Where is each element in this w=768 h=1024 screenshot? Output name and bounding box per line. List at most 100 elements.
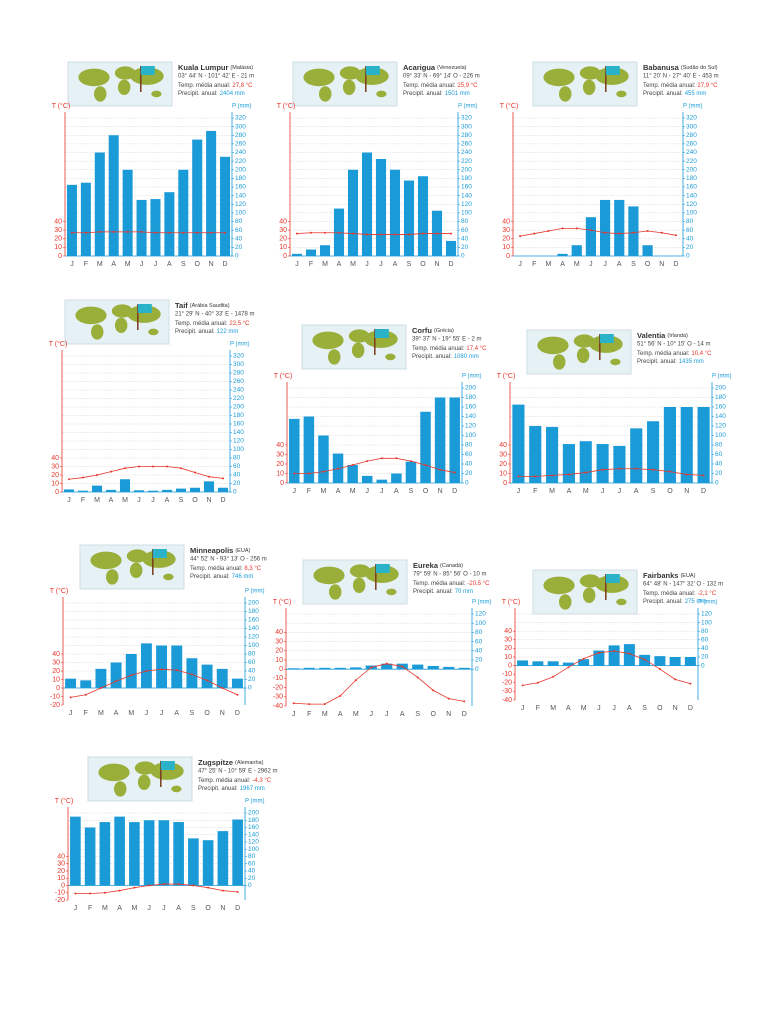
temp-point (99, 687, 102, 689)
y2-tick-label: 20 (235, 244, 243, 251)
temp-value: 8,3 °C (244, 566, 261, 572)
temp-point (110, 470, 112, 473)
y2-tick-label: 0 (248, 882, 252, 889)
precip-value: 1501 mm (445, 91, 470, 97)
x-tick-label: F (307, 711, 311, 718)
y-tick-label: 30 (499, 451, 507, 458)
temp-point (380, 233, 382, 236)
temp-point (409, 460, 412, 463)
temp-label: Temp. média anual: (637, 351, 690, 357)
y-tick-label: 0 (506, 253, 510, 260)
precip-bar (405, 461, 417, 483)
y2-tick-label: 220 (461, 158, 472, 165)
y-axis-label: T (°C) (500, 102, 519, 110)
temp-info: Temp. média anual: 25,9 °C (403, 83, 478, 89)
precip-info: Precipit. anual: 1435 mm (637, 359, 704, 365)
temp-point (674, 678, 677, 681)
temp-point (395, 457, 398, 460)
x-tick-label: O (194, 261, 200, 268)
precip-bar (599, 199, 611, 256)
y2-tick-label: 80 (233, 455, 241, 462)
y2-tick-label: 80 (465, 442, 473, 449)
y2-tick-label: 40 (465, 461, 473, 468)
continent (573, 334, 595, 348)
x-tick-label: F (84, 710, 88, 717)
precip-bar (143, 820, 155, 886)
y-tick-label: 20 (54, 236, 62, 243)
precip-bar (216, 668, 228, 688)
temp-point (424, 463, 427, 466)
x-tick-label: N (446, 711, 451, 718)
temp-line (75, 883, 238, 894)
temp-label: Temp. média anual: (175, 321, 228, 327)
y-tick-label: 30 (279, 227, 287, 234)
continent (114, 317, 128, 333)
x-tick-label: N (206, 497, 211, 504)
y2-tick-label: 160 (465, 404, 476, 411)
precip-bar (319, 667, 331, 670)
temp-point (432, 689, 435, 692)
continent (303, 68, 335, 87)
temp-info: Temp. média anual: -20,5 °C (413, 581, 490, 587)
y-tick-label: -20 (273, 684, 283, 691)
precip-bar (697, 407, 710, 483)
x-tick-label: M (128, 710, 134, 717)
temp-point (366, 233, 368, 236)
x-tick-label: A (394, 488, 399, 495)
y-tick-label: 10 (57, 875, 65, 882)
temp-point (222, 477, 224, 480)
x-tick-label: N (209, 261, 214, 268)
y2-tick-label: 100 (461, 210, 472, 217)
y-tick-label: 40 (52, 651, 60, 658)
continent (114, 66, 136, 80)
precip-bar (161, 489, 173, 492)
x-tick-label: M (94, 497, 100, 504)
continent (365, 565, 399, 583)
precip-info: Precipit. anual: 70 mm (413, 589, 473, 595)
temp-point (221, 889, 224, 892)
temp-point (401, 665, 404, 668)
precip-bar (63, 489, 75, 492)
x-tick-label: F (81, 497, 85, 504)
x-tick-label: M (353, 711, 359, 718)
city-name: Babanusa (643, 63, 680, 72)
temp-point (166, 465, 168, 468)
y2-axis-label: P (mm) (698, 600, 718, 606)
x-tick-label: J (137, 497, 141, 504)
y-tick-label: 30 (52, 659, 60, 666)
continent (312, 331, 344, 350)
continent (616, 90, 627, 98)
y2-tick-label: 220 (233, 395, 244, 402)
precip-value: 275 mm (685, 599, 707, 605)
city-title: Zugspitze (Alemanha) (198, 758, 264, 767)
y2-tick-label: 240 (233, 387, 244, 394)
temp-point (660, 231, 663, 234)
precip-value: 1080 mm (454, 354, 479, 360)
y-tick-label: 0 (58, 253, 62, 260)
precip-bar (334, 667, 346, 670)
country: (EUA) (680, 573, 695, 579)
y2-tick-label: 40 (235, 235, 243, 242)
x-tick-label: J (385, 711, 389, 718)
y2-tick-label: 20 (233, 480, 241, 487)
precip-bar (203, 481, 215, 492)
y2-tick-label: 40 (248, 868, 256, 875)
precip-bar (164, 192, 175, 256)
precip-bar (201, 664, 213, 688)
x-tick-label: A (109, 497, 114, 504)
x-tick-label: A (560, 261, 565, 268)
temp-point (652, 468, 655, 471)
y-tick-label: -40 (273, 703, 283, 710)
y2-tick-label: 300 (233, 361, 244, 368)
precip-value: 455 mm (685, 91, 707, 97)
continent (94, 86, 107, 102)
precip-bar (529, 426, 542, 483)
temp-point (567, 666, 570, 669)
continent (130, 67, 164, 85)
continent (616, 598, 627, 606)
x-tick-label: M (102, 905, 108, 912)
precip-bar (458, 667, 470, 670)
y-tick-label: 30 (57, 861, 65, 868)
x-tick-label: D (223, 261, 228, 268)
temp-point (408, 233, 410, 236)
